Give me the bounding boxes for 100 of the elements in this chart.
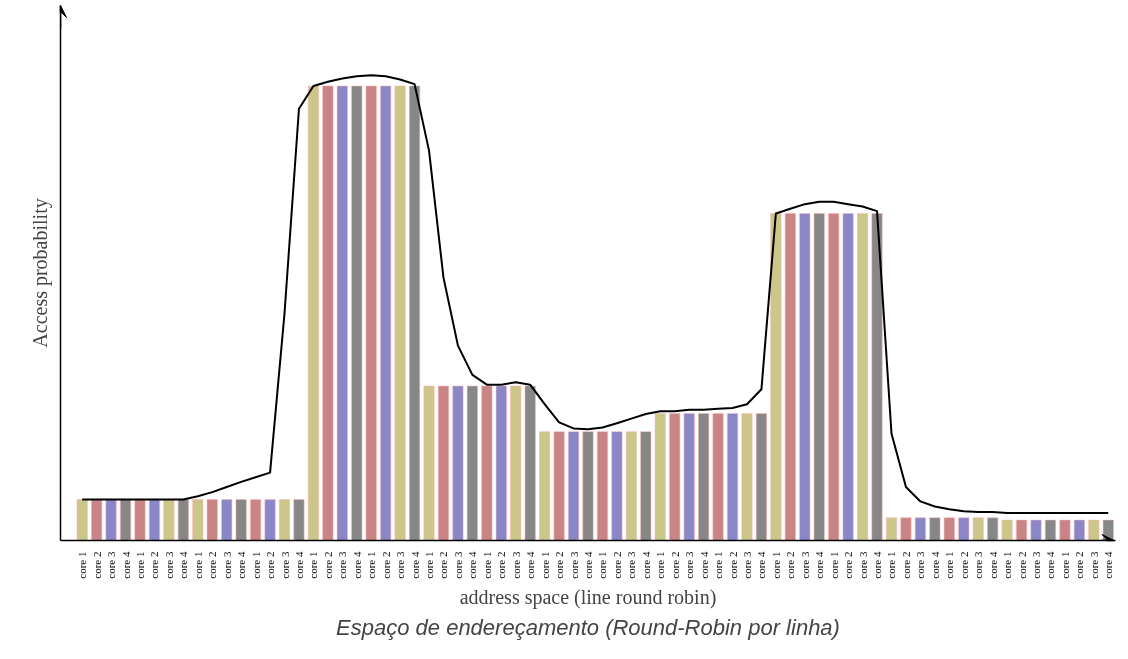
x-tick-label: core 1: [191, 551, 204, 579]
bar: [466, 385, 478, 541]
bar: [568, 431, 579, 541]
x-tick-label: core 2: [437, 551, 450, 579]
bar: [120, 499, 131, 541]
x-tick-label: core 3: [451, 551, 464, 579]
x-tick-label: core 3: [625, 551, 638, 579]
bar: [582, 431, 594, 541]
bar: [886, 517, 897, 541]
bar: [987, 517, 999, 541]
x-tick-label: core 1: [1001, 551, 1014, 579]
x-tick-label: core 4: [871, 551, 884, 579]
x-tick-label: core 3: [856, 551, 869, 579]
bar: [914, 517, 926, 541]
bar: [597, 431, 608, 541]
x-tick-label: core 2: [842, 551, 855, 579]
x-tick-label: core 2: [321, 551, 334, 579]
x-tick-label: core 2: [957, 551, 970, 579]
bar: [611, 431, 623, 541]
bar: [813, 213, 825, 541]
x-tick-label: core 2: [206, 551, 219, 579]
bar: [510, 385, 522, 541]
bar: [365, 85, 377, 541]
bar: [279, 499, 290, 541]
x-tick-label: core 4: [235, 551, 248, 579]
bar: [322, 85, 334, 541]
bar: [481, 385, 493, 541]
x-tick-label: core 1: [769, 551, 782, 579]
bar: [423, 385, 435, 541]
bar: [336, 85, 348, 541]
x-tick-label: core 3: [567, 551, 580, 579]
bar: [770, 213, 782, 541]
bar: [1059, 519, 1071, 541]
x-tick-label: core 2: [1015, 551, 1028, 579]
x-tick-label: core 1: [133, 551, 146, 579]
bar: [958, 517, 970, 541]
x-tick-label: core 3: [105, 551, 118, 579]
x-tick-label: core 1: [712, 551, 725, 579]
bar: [553, 431, 565, 541]
bar: [76, 499, 88, 541]
bar: [293, 499, 305, 541]
bar: [727, 413, 738, 541]
bar: [799, 213, 811, 541]
x-tick-label: core 4: [350, 551, 363, 579]
bar: [625, 431, 637, 541]
x-tick-label: core 1: [249, 551, 262, 579]
bar: [1088, 519, 1100, 541]
x-tick-label: core 1: [827, 551, 840, 579]
x-tick-label: core 1: [596, 551, 609, 579]
bar: [192, 499, 204, 541]
x-tick-label: core 1: [538, 551, 551, 579]
bar: [640, 431, 652, 541]
bar: [264, 499, 276, 541]
x-tick-label: core 1: [307, 551, 320, 579]
bar: [943, 517, 955, 541]
x-tick-label: core 2: [264, 551, 277, 579]
bar: [134, 499, 146, 541]
bar: [1001, 519, 1013, 541]
x-tick-label: core 3: [1087, 551, 1100, 579]
x-tick-label: core 3: [740, 551, 753, 579]
x-tick-label: core 2: [668, 551, 681, 579]
bar: [524, 385, 536, 541]
bar: [972, 517, 984, 541]
x-tick-label: core 4: [177, 551, 190, 579]
bar: [871, 213, 883, 541]
bar: [394, 85, 406, 541]
bar: [91, 499, 103, 541]
x-tick-label: core 3: [914, 551, 927, 579]
x-axis-title: address space (line round robin): [459, 585, 717, 609]
x-tick-label: core 3: [394, 551, 407, 579]
bar: [148, 499, 160, 541]
x-tick-label: core 4: [466, 551, 479, 579]
y-axis-title: Access probability: [28, 198, 52, 348]
x-tick-label: core 4: [813, 551, 826, 579]
x-tick-label: core 2: [379, 551, 392, 579]
x-tick-label: core 4: [582, 551, 594, 579]
bar: [206, 499, 218, 541]
bar: [351, 85, 363, 541]
x-tick-label: core 4: [292, 551, 305, 579]
x-tick-label: core 4: [639, 551, 652, 579]
bar: [683, 413, 695, 541]
x-tick-label: core 3: [278, 551, 291, 579]
bar: [929, 517, 941, 541]
bar: [307, 85, 319, 541]
x-tick-label: core 3: [798, 551, 811, 579]
x-tick-label: core 3: [336, 551, 349, 579]
bar: [712, 413, 724, 541]
bar: [438, 385, 449, 541]
x-tick-label: core 3: [683, 551, 696, 579]
x-tick-label: core 4: [1102, 551, 1115, 579]
bar: [900, 517, 912, 541]
bar: [1030, 519, 1042, 541]
bar: [857, 213, 869, 541]
bar: [669, 413, 681, 541]
x-tick-label: core 4: [1044, 551, 1057, 579]
x-tick-label: core 2: [784, 551, 797, 579]
bar: [784, 213, 796, 541]
x-tick-label: core 2: [148, 551, 161, 579]
bar: [1016, 519, 1028, 541]
x-tick-label: core 3: [1030, 551, 1043, 579]
